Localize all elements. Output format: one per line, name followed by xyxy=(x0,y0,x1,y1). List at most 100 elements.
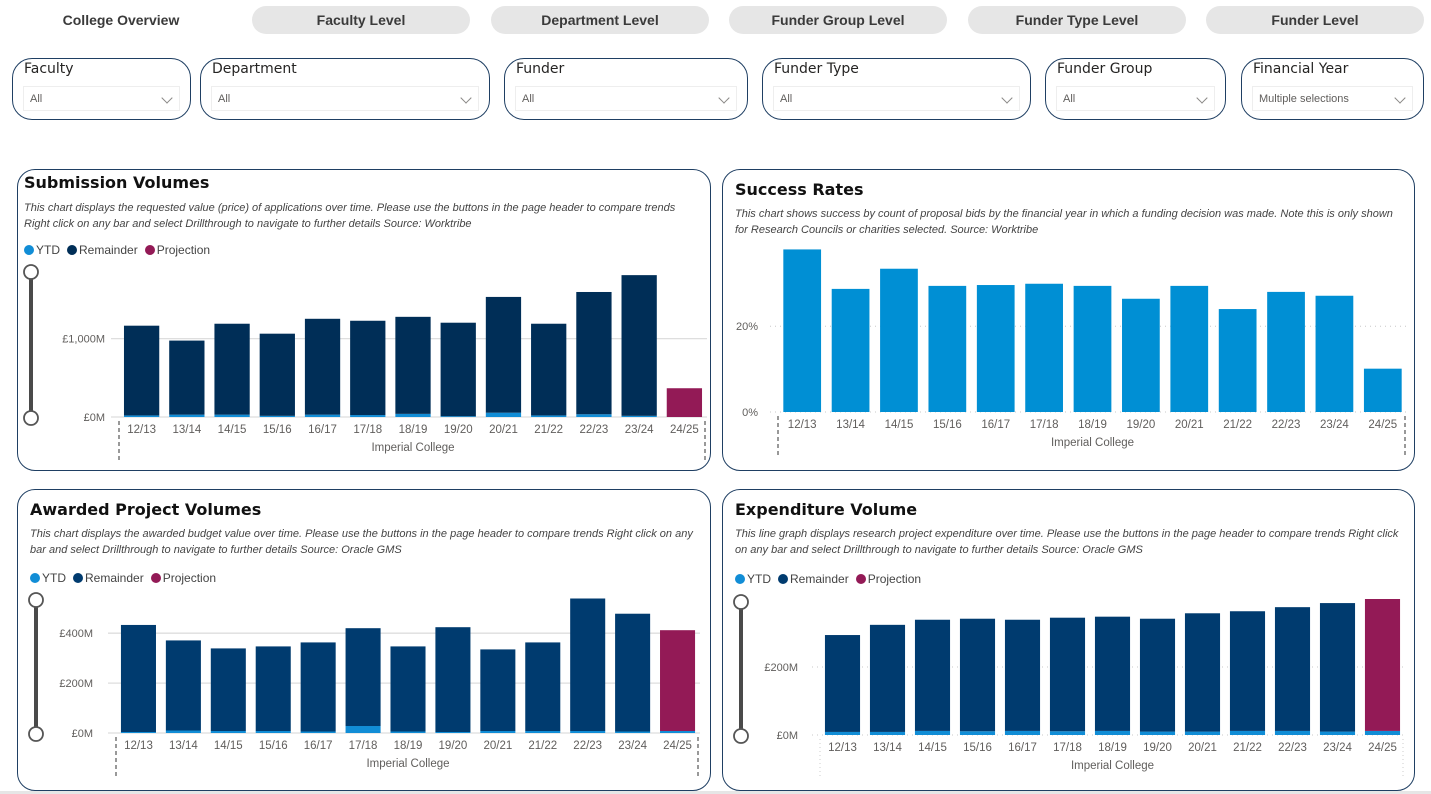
bar-remainder[interactable] xyxy=(210,648,246,732)
bar[interactable] xyxy=(1267,291,1305,412)
bar-ytd[interactable] xyxy=(259,415,295,417)
bar[interactable] xyxy=(1122,298,1160,412)
bar-ytd[interactable] xyxy=(165,730,201,733)
bar[interactable] xyxy=(976,285,1015,412)
bar-remainder[interactable] xyxy=(440,322,476,417)
bar-ytd[interactable] xyxy=(255,731,291,733)
zoom-slider-handle-top[interactable] xyxy=(28,592,44,608)
bar-remainder[interactable] xyxy=(1094,616,1131,731)
legend-item-ytd[interactable]: YTD xyxy=(30,571,66,585)
bar-ytd[interactable] xyxy=(1364,730,1401,735)
funder-group-dropdown[interactable]: All xyxy=(1056,86,1215,111)
bar-ytd[interactable] xyxy=(345,726,381,733)
department-dropdown[interactable]: All xyxy=(211,86,479,111)
bar-ytd[interactable] xyxy=(485,412,522,417)
bar-ytd[interactable] xyxy=(1229,730,1266,735)
bar-remainder[interactable] xyxy=(395,316,431,414)
bar-ytd[interactable] xyxy=(210,731,246,733)
bar-ytd[interactable] xyxy=(621,415,657,417)
zoom-slider-handle-top[interactable] xyxy=(23,264,39,280)
bar-ytd[interactable] xyxy=(570,731,606,733)
bar-ytd[interactable] xyxy=(435,732,471,733)
bar[interactable] xyxy=(1218,309,1257,412)
tab-department-level[interactable]: Department Level xyxy=(491,6,709,34)
bar-ytd[interactable] xyxy=(1139,731,1176,735)
bar-ytd[interactable] xyxy=(120,732,156,733)
faculty-dropdown[interactable]: All xyxy=(23,86,180,111)
tab-college-overview[interactable]: College Overview xyxy=(62,12,180,28)
bar[interactable] xyxy=(783,249,822,412)
bar-remainder[interactable] xyxy=(214,323,250,415)
tab-funder-level[interactable]: Funder Level xyxy=(1206,6,1424,34)
bar-remainder[interactable] xyxy=(485,296,522,413)
bar-remainder[interactable] xyxy=(345,628,381,727)
bar-remainder[interactable] xyxy=(255,646,291,732)
bar-remainder[interactable] xyxy=(1049,617,1086,732)
bar-ytd[interactable] xyxy=(525,731,561,733)
bar-projection[interactable] xyxy=(666,388,703,417)
tab-funder-group-level[interactable]: Funder Group Level xyxy=(729,6,947,34)
bar[interactable] xyxy=(928,285,967,412)
bar-ytd[interactable] xyxy=(660,731,696,733)
zoom-slider-handle-bottom[interactable] xyxy=(28,726,44,742)
bar-remainder[interactable] xyxy=(350,320,386,416)
legend-item-ytd[interactable]: YTD xyxy=(735,572,771,586)
bar-ytd[interactable] xyxy=(1184,731,1221,735)
legend-item-remainder[interactable]: Remainder xyxy=(67,243,138,257)
bar-remainder[interactable] xyxy=(390,646,426,732)
bar-remainder[interactable] xyxy=(435,627,471,733)
bar-remainder[interactable] xyxy=(259,333,295,416)
funder-type-dropdown[interactable]: All xyxy=(773,86,1020,111)
bar-remainder[interactable] xyxy=(1004,619,1041,731)
bar-ytd[interactable] xyxy=(214,414,250,417)
bar-ytd[interactable] xyxy=(615,731,651,733)
zoom-slider-handle-bottom[interactable] xyxy=(733,728,749,744)
bar-ytd[interactable] xyxy=(869,731,906,735)
bar-remainder[interactable] xyxy=(1274,607,1311,731)
bar-remainder[interactable] xyxy=(120,624,156,733)
bar-remainder[interactable] xyxy=(914,619,951,731)
zoom-slider-handle-top[interactable] xyxy=(733,594,749,610)
legend-item-remainder[interactable]: Remainder xyxy=(778,572,849,586)
bar-ytd[interactable] xyxy=(531,415,567,417)
funder-dropdown[interactable]: All xyxy=(515,86,737,111)
legend-item-projection[interactable]: Projection xyxy=(855,572,921,586)
bar-remainder[interactable] xyxy=(576,291,612,415)
bar[interactable] xyxy=(1363,368,1402,412)
bar-ytd[interactable] xyxy=(440,416,476,417)
bar[interactable] xyxy=(1315,295,1354,412)
bar-ytd[interactable] xyxy=(824,731,861,735)
bar-ytd[interactable] xyxy=(1049,731,1086,735)
bar[interactable] xyxy=(1170,285,1209,412)
bar[interactable] xyxy=(880,268,918,412)
tab-funder-type-level[interactable]: Funder Type Level xyxy=(968,6,1186,34)
bar-remainder[interactable] xyxy=(300,642,336,732)
bar-remainder[interactable] xyxy=(959,618,996,732)
bar-remainder[interactable] xyxy=(1319,603,1356,732)
bar-ytd[interactable] xyxy=(914,730,951,735)
bar-ytd[interactable] xyxy=(1319,731,1356,735)
bar-remainder[interactable] xyxy=(615,613,651,732)
bar-ytd[interactable] xyxy=(350,415,386,417)
bar-remainder[interactable] xyxy=(1139,618,1176,732)
bar-ytd[interactable] xyxy=(1274,730,1311,735)
bar-ytd[interactable] xyxy=(480,731,516,733)
financial-year-dropdown[interactable]: Multiple selections xyxy=(1252,86,1413,111)
bar-remainder[interactable] xyxy=(165,640,201,731)
bar-ytd[interactable] xyxy=(304,414,341,417)
tab-faculty-level[interactable]: Faculty Level xyxy=(252,6,470,34)
bar-projection[interactable] xyxy=(1364,599,1401,731)
bar-remainder[interactable] xyxy=(869,624,906,732)
bar-ytd[interactable] xyxy=(959,731,996,735)
bar-ytd[interactable] xyxy=(390,731,426,733)
bar-ytd[interactable] xyxy=(123,415,160,417)
bar-remainder[interactable] xyxy=(169,340,205,415)
bar-ytd[interactable] xyxy=(576,414,612,417)
legend-item-projection[interactable]: Projection xyxy=(150,571,216,585)
bar[interactable] xyxy=(1073,285,1112,412)
bar-ytd[interactable] xyxy=(1004,730,1041,735)
bar-remainder[interactable] xyxy=(525,642,561,732)
legend-item-remainder[interactable]: Remainder xyxy=(73,571,144,585)
bar-remainder[interactable] xyxy=(123,325,160,416)
bar[interactable] xyxy=(831,288,870,412)
